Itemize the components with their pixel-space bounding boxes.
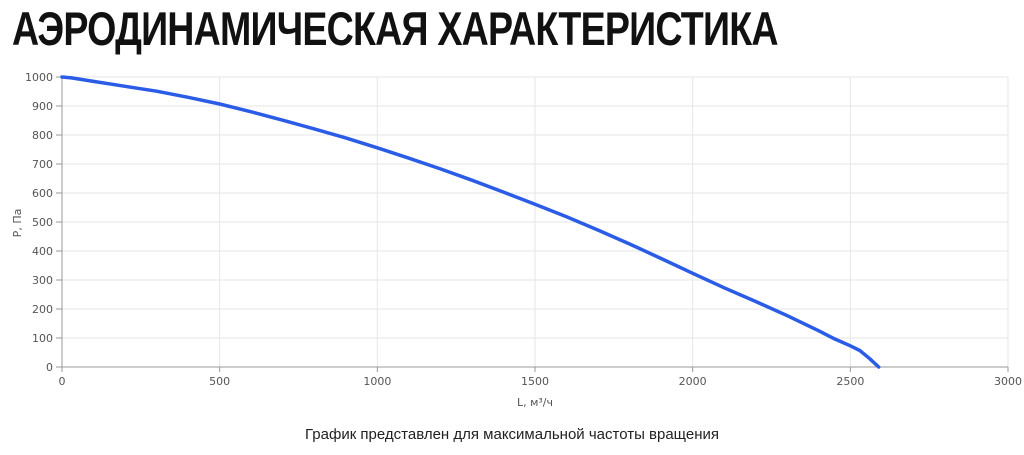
x-axis-label: L, м³/ч [517,396,553,409]
x-tick-label: 3000 [994,375,1022,388]
x-tick-label: 2500 [836,375,864,388]
pressure-curve [60,75,881,369]
y-tick-labels: 0 100 200 300 400 500 600 700 800 900 1000 [25,71,53,374]
y-tick-label: 1000 [25,71,53,84]
x-tick-label: 1000 [363,375,391,388]
y-tick-label: 100 [32,332,53,345]
chart-caption: График представлен для максимальной част… [305,426,719,443]
chart-axes [56,76,1009,372]
y-axis-label: P, Па [11,209,24,238]
x-tick-label: 0 [59,375,66,388]
pressure-flow-chart: 0 500 1000 1500 2000 2500 3000 0 100 200 300 400 50… [11,71,1023,409]
y-tick-label: 300 [32,274,53,287]
y-tick-label: 800 [32,129,53,142]
x-tick-label: 2000 [679,375,707,388]
x-tick-label: 1500 [521,375,549,388]
y-tick-label: 0 [46,361,53,374]
y-tick-label: 900 [32,100,53,113]
y-tick-label: 500 [32,216,53,229]
x-tick-label: 500 [209,375,230,388]
page-title: АЭРОДИНАМИЧЕСКАЯ ХАРАКТЕРИСТИКА [12,2,779,55]
y-tick-label: 200 [32,303,53,316]
x-tick-labels: 0 500 1000 1500 2000 2500 3000 [59,375,1023,388]
chart-grid [61,76,1009,368]
y-tick-label: 700 [32,158,53,171]
y-tick-label: 600 [32,187,53,200]
y-tick-label: 400 [32,245,53,258]
